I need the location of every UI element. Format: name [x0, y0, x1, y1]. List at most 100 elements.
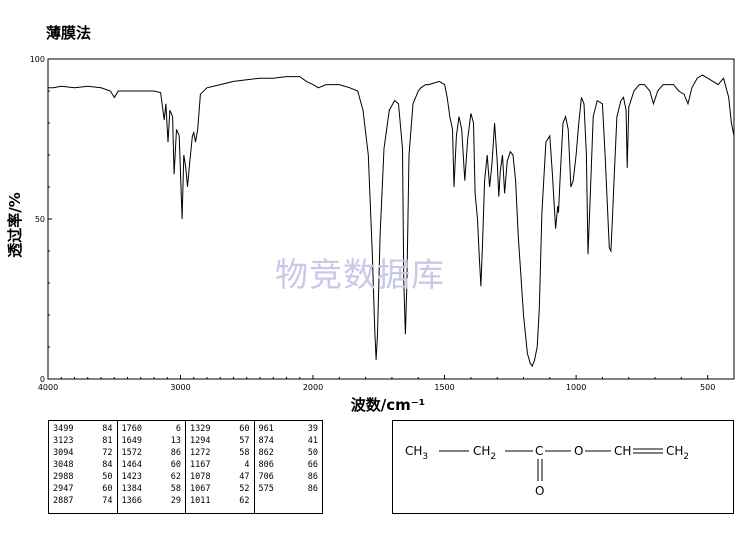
peak-row: 3048 84 — [53, 459, 113, 471]
peak-wavenumber: 1011 — [190, 496, 211, 506]
peak-row: 3094 72 — [53, 447, 113, 459]
peak-wavenumber: 1366 — [121, 496, 142, 506]
watermark: 物竞数据库 — [275, 255, 445, 294]
y-tick-label-0: 0 — [40, 375, 45, 384]
peak-row: 706 86 — [259, 471, 319, 483]
atom-c: C — [535, 444, 543, 458]
peak-wavenumber: 1167 — [190, 460, 211, 470]
peak-column: 1760 6 1649 13 1572 86 1464 60 1423 62 1384 58 1366 2… — [118, 421, 186, 513]
atom-o-ether: O — [574, 444, 583, 458]
peak-row: 1464 60 — [122, 459, 182, 471]
peak-transmittance: 62 — [239, 496, 250, 506]
peak-transmittance: 72 — [102, 448, 113, 458]
peak-wavenumber: 2887 — [53, 496, 74, 506]
peak-transmittance: 84 — [102, 424, 113, 434]
peak-row: 1167 4 — [190, 459, 250, 471]
y-tick-label-50: 50 — [35, 215, 45, 224]
peak-transmittance: 29 — [170, 496, 181, 506]
y-tick-label-100: 100 — [30, 55, 45, 64]
peak-wavenumber: 2947 — [53, 484, 74, 494]
y-axis-ticks: 100 50 0 — [30, 55, 52, 384]
peak-transmittance: 39 — [307, 424, 318, 434]
peak-transmittance: 66 — [307, 460, 318, 470]
peak-transmittance: 41 — [307, 436, 318, 446]
peak-transmittance: 57 — [239, 436, 250, 446]
peak-wavenumber: 1423 — [121, 472, 142, 482]
peak-row: 1294 57 — [190, 435, 250, 447]
peak-wavenumber: 1384 — [121, 484, 142, 494]
peak-row: 1366 29 — [122, 495, 182, 507]
peak-row: 1067 52 — [190, 483, 250, 495]
peak-wavenumber: 3048 — [53, 460, 74, 470]
peak-wavenumber: 706 — [258, 472, 274, 482]
peak-wavenumber: 1760 — [121, 424, 142, 434]
peak-wavenumber: 3123 — [53, 436, 74, 446]
peak-transmittance: 47 — [239, 472, 250, 482]
peak-wavenumber: 1078 — [190, 472, 211, 482]
peak-row: 3123 81 — [53, 435, 113, 447]
peak-row: 1760 6 — [122, 423, 182, 435]
atom-ch3: CH3 — [405, 444, 428, 462]
peak-transmittance: 60 — [170, 460, 181, 470]
peak-row: 1329 60 — [190, 423, 250, 435]
peak-transmittance: 13 — [170, 436, 181, 446]
peak-row: 2947 60 — [53, 483, 113, 495]
peak-column: 961 39 874 41 862 50 806 66 706 86 575 86 — [255, 421, 323, 513]
peak-row: 3499 84 — [53, 423, 113, 435]
peak-wavenumber: 862 — [258, 448, 274, 458]
x-tick-label-2000: 2000 — [303, 383, 323, 392]
peak-transmittance: 58 — [170, 484, 181, 494]
peak-row: 2988 50 — [53, 471, 113, 483]
spectrum-line — [48, 74, 735, 368]
peak-transmittance: 86 — [307, 484, 318, 494]
peak-row: 862 50 — [259, 447, 319, 459]
peak-wavenumber: 2988 — [53, 472, 74, 482]
peak-wavenumber: 1649 — [121, 436, 142, 446]
peak-row: 806 66 — [259, 459, 319, 471]
x-axis-ticks: 4000 3000 2000 1500 1000 500 — [38, 375, 715, 392]
peak-row: 1423 62 — [122, 471, 182, 483]
peak-transmittance: 74 — [102, 496, 113, 506]
peak-row: 1649 13 — [122, 435, 182, 447]
peak-transmittance: 86 — [170, 448, 181, 458]
x-tick-label-3000: 3000 — [170, 383, 190, 392]
peak-column: 3499 84 3123 81 3094 72 3048 84 2988 50 2947 60 2887… — [49, 421, 118, 513]
peak-transmittance: 4 — [244, 460, 250, 470]
peak-transmittance: 50 — [102, 472, 113, 482]
peak-wavenumber: 1464 — [121, 460, 142, 470]
peak-transmittance: 60 — [239, 424, 250, 434]
x-tick-label-500: 500 — [700, 383, 715, 392]
peak-wavenumber: 1572 — [121, 448, 142, 458]
peak-row: 961 39 — [259, 423, 319, 435]
peak-wavenumber: 3094 — [53, 448, 74, 458]
peak-transmittance: 52 — [239, 484, 250, 494]
peak-wavenumber: 575 — [258, 484, 274, 494]
peak-wavenumber: 3499 — [53, 424, 74, 434]
peak-row: 1272 58 — [190, 447, 250, 459]
peak-wavenumber: 1329 — [190, 424, 211, 434]
peak-row: 1384 58 — [122, 483, 182, 495]
peak-table: 3499 84 3123 81 3094 72 3048 84 2988 50 2947 60 2887… — [48, 420, 323, 514]
peak-row: 2887 74 — [53, 495, 113, 507]
peak-transmittance: 84 — [102, 460, 113, 470]
peak-row: 1572 86 — [122, 447, 182, 459]
atom-ch: CH — [614, 444, 631, 458]
peak-transmittance: 6 — [175, 424, 181, 434]
peak-transmittance: 50 — [307, 448, 318, 458]
peak-transmittance: 81 — [102, 436, 113, 446]
method-label: 薄膜法 — [46, 24, 92, 42]
peak-wavenumber: 806 — [258, 460, 274, 470]
peak-transmittance: 58 — [239, 448, 250, 458]
peak-row: 874 41 — [259, 435, 319, 447]
peak-row: 1078 47 — [190, 471, 250, 483]
atom-ch2: CH2 — [473, 444, 496, 462]
peak-wavenumber: 1272 — [190, 448, 211, 458]
atom-ch2-terminal: CH2 — [666, 444, 689, 462]
x-axis-label: 波数/cm⁻¹ — [351, 396, 426, 414]
peak-wavenumber: 1067 — [190, 484, 211, 494]
peak-wavenumber: 1294 — [190, 436, 211, 446]
peak-transmittance: 62 — [170, 472, 181, 482]
peak-transmittance: 60 — [102, 484, 113, 494]
y-axis-label: 透过率/% — [6, 192, 24, 258]
